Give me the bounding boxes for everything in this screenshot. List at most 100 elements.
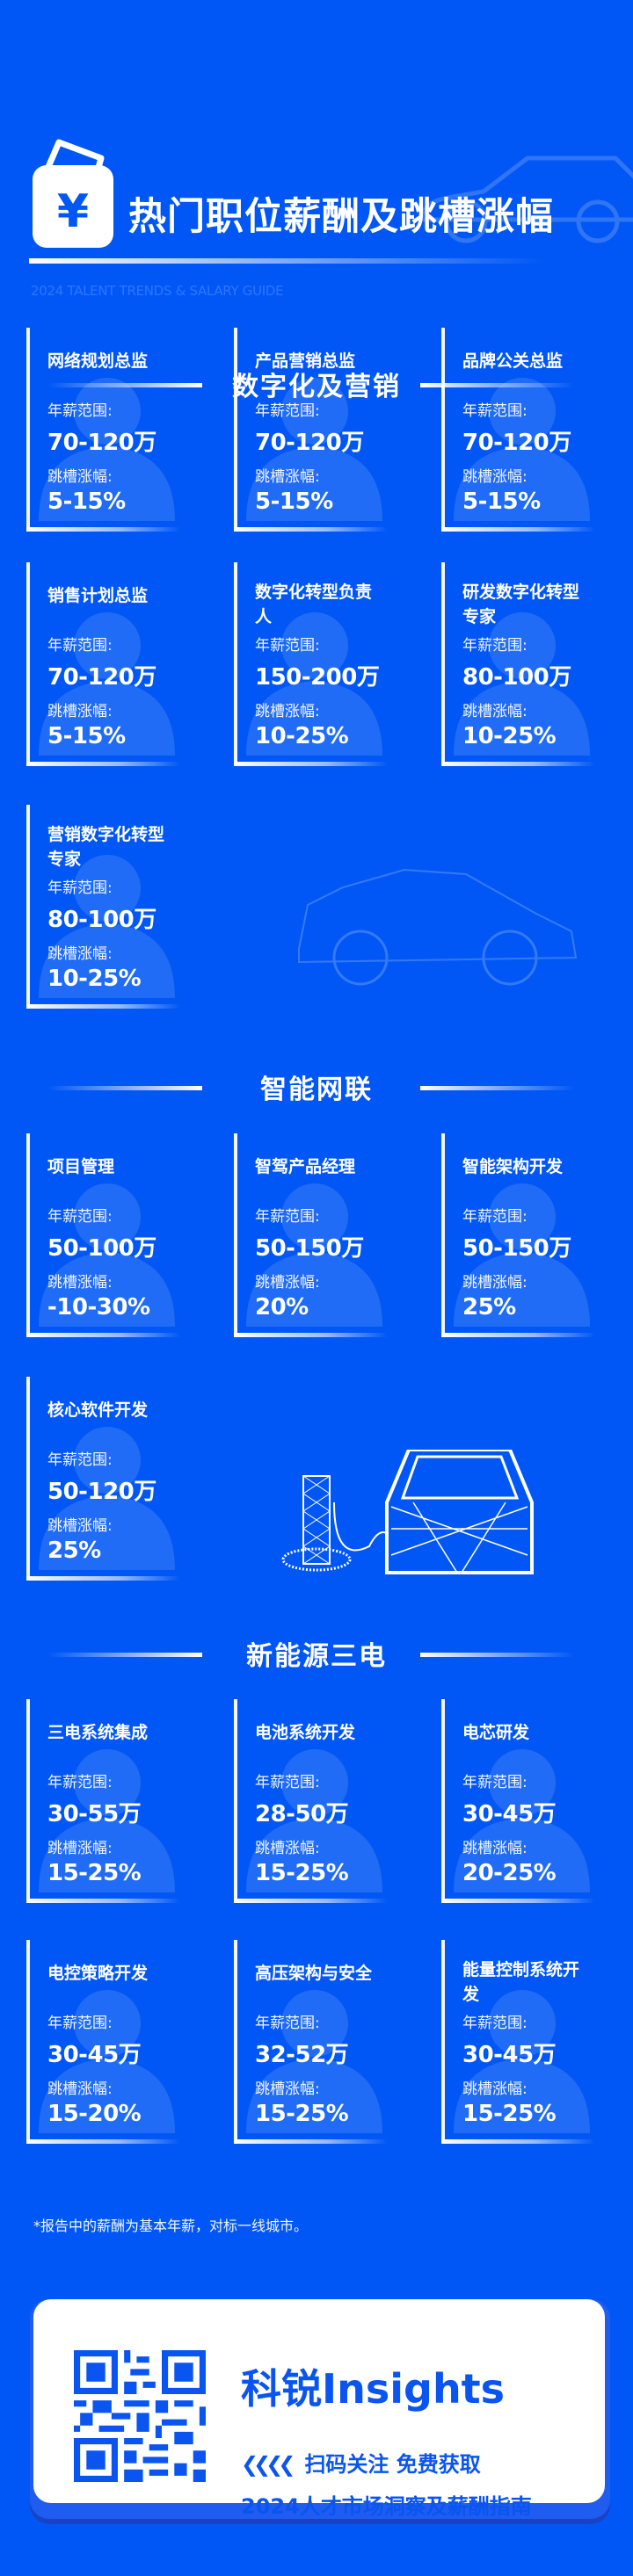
jump-value: 5-15% — [47, 488, 126, 515]
salary-label: 年薪范围: — [255, 402, 320, 420]
jump-label: 跳槽涨幅: — [462, 703, 528, 720]
qr-code[interactable] — [72, 2350, 207, 2482]
jump-value: 25% — [462, 1294, 516, 1321]
job-card: 三电系统集成 年薪范围: 30-55万 跳槽涨幅: 15-25% — [26, 1699, 180, 1903]
jump-value: 10-25% — [462, 723, 557, 749]
person-silhouette-icon — [39, 1427, 175, 1570]
job-title: 智驾产品经理 — [255, 1157, 356, 1176]
person-silhouette-icon — [246, 378, 382, 521]
jump-label: 跳槽涨幅: — [47, 945, 113, 963]
job-title: 电控策略开发 — [47, 1964, 149, 1983]
salary-value: 28-50万 — [255, 1801, 349, 1827]
brand-name: 科锐Insights — [241, 2365, 506, 2413]
car-wireframe-illustration — [298, 868, 578, 986]
salary-label: 年薪范围: — [462, 1774, 528, 1791]
job-card: 网络规划总监 年薪范围: 70-120万 跳槽涨幅: 5-15% — [26, 328, 180, 532]
wallet-yen-icon: ¥ — [33, 139, 113, 248]
job-card: 项目管理 年薪范围: 50-100万 跳槽涨幅: -10-30% — [26, 1133, 180, 1337]
job-card: 研发数字化转型专家年薪范围: 80-100万跳槽涨幅: 10-25% — [441, 562, 595, 766]
person-silhouette-icon — [39, 1183, 175, 1327]
jump-label: 跳槽涨幅: — [255, 1274, 320, 1292]
jump-value: 5-15% — [47, 723, 126, 749]
jump-label: 跳槽涨幅: — [47, 703, 113, 720]
job-title: 销售计划总监 — [47, 586, 149, 605]
section-divider-left — [48, 383, 202, 387]
job-card: 产品营销总监 年薪范围: 70-120万 跳槽涨幅: 5-15% — [234, 328, 388, 532]
person-silhouette-icon — [246, 1183, 382, 1327]
jump-value: 5-15% — [462, 488, 541, 515]
job-card: 数字化转型负责人 年薪范围: 150-200万 跳槽涨幅: 10-25% — [234, 562, 388, 766]
section-divider-left — [48, 1086, 202, 1090]
jump-label: 跳槽涨幅: — [47, 2080, 113, 2098]
salary-value: 30-45万 — [462, 2042, 557, 2068]
job-card: 电池系统开发 年薪范围: 28-50万跳槽涨幅: 15-25% — [234, 1699, 388, 1903]
job-title: 高压架构与安全 — [255, 1964, 373, 1983]
section-title: 数字化及营销 — [0, 365, 633, 403]
person-silhouette-icon — [39, 855, 175, 998]
job-card: 高压架构与安全 年薪范围: 32-52万 跳槽涨幅: 15-25% — [234, 1940, 388, 2144]
cta-line: ❮❮❮❮ 扫码关注 免费获取 — [241, 2447, 481, 2478]
job-title: 营销数字化转型专家 — [47, 825, 165, 869]
job-title: 电池系统开发 — [255, 1723, 356, 1742]
car-outline-icon — [419, 156, 633, 243]
job-card: 智能架构开发 年薪范围: 50-150万 跳槽涨幅: 25% — [441, 1133, 595, 1337]
guide-title: 2024人才市场洞察及薪酬指南 — [241, 2494, 532, 2519]
jump-value: 15-25% — [255, 1860, 349, 1886]
salary-value: 80-100万 — [47, 907, 156, 933]
salary-label: 年薪范围: — [462, 402, 528, 420]
job-card: 营销数字化转型专家 年薪范围: 80-100万 跳槽涨幅: 10-25% — [26, 805, 180, 1009]
jump-value: 10-25% — [255, 723, 349, 749]
person-silhouette-icon — [454, 1749, 590, 1892]
job-title: 网络规划总监 — [47, 351, 149, 371]
jump-value: 20-25% — [462, 1860, 557, 1886]
jump-value: 25% — [47, 1538, 101, 1564]
person-silhouette-icon — [39, 1990, 175, 2133]
job-card: 销售计划总监 年薪范围: 70-120万跳槽涨幅: 5-15% — [26, 562, 180, 766]
salary-label: 年薪范围: — [462, 1208, 528, 1226]
salary-value: 32-52万 — [255, 2042, 349, 2068]
salary-value: 150-200万 — [255, 664, 380, 691]
job-card: 电控策略开发 年薪范围: 30-45万 跳槽涨幅: 15-20% — [26, 1940, 180, 2144]
salary-value: 80-100万 — [462, 664, 571, 691]
job-title: 项目管理 — [47, 1157, 115, 1176]
salary-label: 年薪范围: — [47, 879, 113, 897]
person-silhouette-icon — [39, 1749, 175, 1892]
job-card: 核心软件开发 年薪范围: 50-120万 跳槽涨幅: 25% — [26, 1377, 180, 1581]
salary-label: 年薪范围: — [47, 1774, 113, 1791]
svg-text:¥: ¥ — [57, 185, 89, 238]
job-title: 核心软件开发 — [47, 1400, 149, 1420]
footnote: *报告中的薪酬为基本年薪，对标一线城市。 — [33, 2218, 309, 2234]
salary-label: 年薪范围: — [47, 2015, 113, 2032]
person-silhouette-icon — [454, 378, 590, 521]
salary-label: 年薪范围: — [47, 402, 113, 420]
salary-label: 年薪范围: — [47, 637, 113, 655]
section-title: 智能网联 — [260, 1075, 373, 1105]
salary-value: 50-150万 — [462, 1235, 571, 1262]
section-divider-right — [420, 1653, 574, 1657]
job-card: 智驾产品经理 年薪范围: 50-150万 跳槽涨幅: 20% — [234, 1133, 388, 1337]
jump-label: 跳槽涨幅: — [255, 1840, 320, 1857]
person-silhouette-icon — [39, 378, 175, 521]
jump-value: 15-25% — [255, 2101, 349, 2127]
ev-charging-illustration — [281, 1450, 534, 1574]
cta-text: 扫码关注 免费获取 — [304, 2452, 481, 2477]
section-divider-right — [420, 1086, 574, 1090]
person-silhouette-icon — [246, 612, 382, 756]
jump-value: 15-25% — [47, 1860, 142, 1886]
job-title: 三电系统集成 — [47, 1723, 149, 1742]
salary-label: 年薪范围: — [462, 637, 528, 655]
salary-label: 年薪范围: — [255, 1774, 320, 1791]
person-silhouette-icon — [454, 1990, 590, 2133]
salary-value: 70-120万 — [462, 430, 571, 456]
salary-value: 30-45万 — [47, 2042, 142, 2068]
jump-label: 跳槽涨幅: — [462, 2080, 528, 2098]
job-title: 能量控制系统开发 — [462, 1960, 580, 2004]
person-silhouette-icon — [39, 612, 175, 756]
salary-value: 30-45万 — [462, 1801, 557, 1827]
jump-label: 跳槽涨幅: — [462, 1840, 528, 1857]
salary-value: 70-120万 — [47, 664, 156, 691]
job-title: 研发数字化转型专家 — [462, 582, 580, 626]
jump-label: 跳槽涨幅: — [47, 1274, 113, 1292]
footer-card: 科锐Insights ❮❮❮❮ 扫码关注 免费获取 2024人才市场洞察及薪酬指南 — [30, 2299, 610, 2519]
job-card: 电芯研发 年薪范围: 30-45万 跳槽涨幅: 20-25% — [441, 1699, 595, 1903]
